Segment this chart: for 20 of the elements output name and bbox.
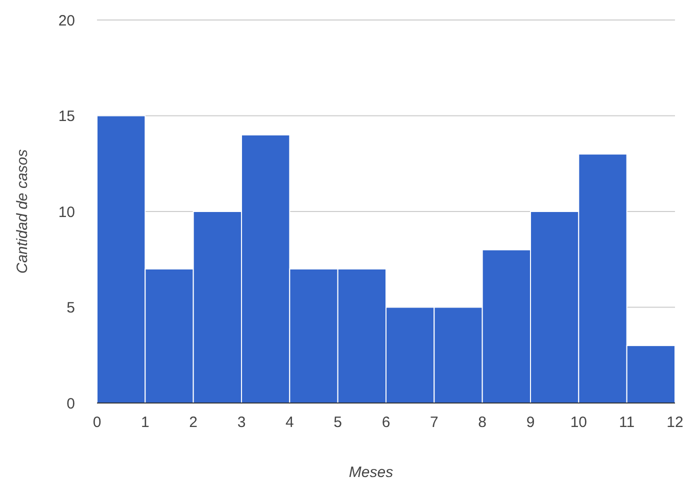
y-tick-label: 20 [58,12,75,30]
x-tick-label: 8 [478,414,487,431]
x-axis-title: Meses [348,464,394,481]
y-axis-title: Cantidad de casos [14,148,31,274]
x-tick-label: 2 [189,414,198,431]
x-tick-label: 9 [526,414,535,431]
y-tick-label: 5 [66,300,75,316]
x-tick-label: 7 [430,414,438,431]
x-tick-label: 4 [285,414,294,431]
x-tick-label: 6 [382,414,390,431]
y-tick-label: 15 [58,108,75,125]
y-tick-label: 10 [58,204,75,221]
y-tick-label: 0 [66,395,75,412]
x-tick-label: 3 [237,414,246,431]
x-tick-label: 5 [334,414,342,431]
x-tick-label: 12 [666,414,684,431]
x-tick-label: 1 [140,414,150,431]
x-tick-label: 10 [570,414,588,431]
x-tick-label: 11 [619,414,635,431]
x-tick-label: 0 [92,414,102,431]
